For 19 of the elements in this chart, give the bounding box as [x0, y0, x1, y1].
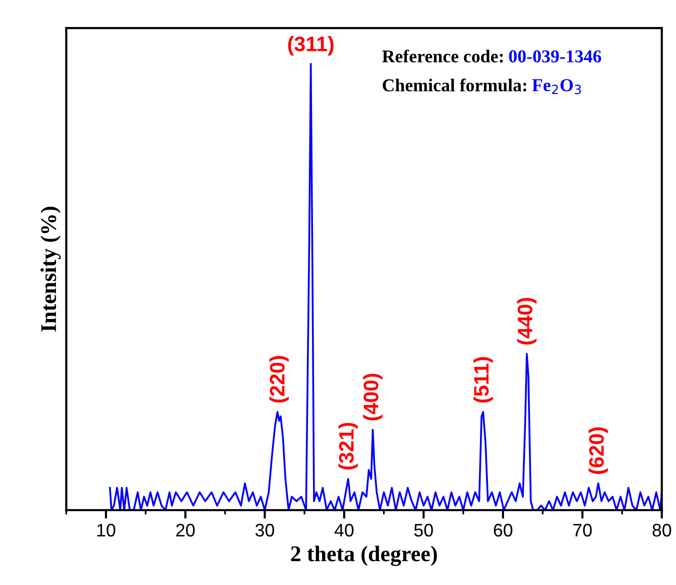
annotation: (400): [363, 374, 382, 420]
x-tick-label: 50: [414, 524, 433, 537]
annotation: (220): [269, 356, 289, 403]
x-tick-label: 80: [652, 524, 672, 537]
annotation: (321): [338, 422, 358, 470]
annotation: (511): [473, 357, 493, 403]
y-axis-title: Intensity (%): [40, 206, 61, 332]
x-tick-label: 20: [176, 524, 195, 537]
x-tick-label: 10: [97, 524, 116, 537]
annotation: (311): [288, 36, 334, 56]
text: Reference code: 00-039-1346: [382, 50, 602, 63]
x-tick-label: 60: [494, 524, 512, 537]
x-axis-title: 2 theta (degree): [291, 546, 437, 566]
x-tick-label: 70: [573, 524, 592, 537]
x-tick-label: 30: [255, 524, 274, 537]
annotation: (620): [588, 427, 608, 474]
annotation: Chemical formula: Fe$_{2}$O$_{3}$: [382, 78, 581, 94]
x-tick-label: 40: [334, 524, 354, 537]
annotation: (440): [517, 298, 537, 345]
